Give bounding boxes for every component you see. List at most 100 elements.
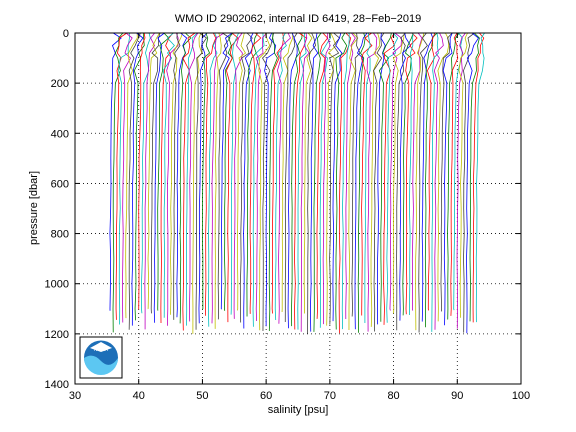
profile-lines [109, 32, 485, 334]
profile-line [424, 32, 438, 328]
profile-line [399, 32, 412, 321]
profile-line [364, 32, 371, 324]
profile-line [348, 32, 359, 330]
logo-text: NOAA [94, 347, 109, 353]
y-tick-label: 0 [63, 28, 69, 40]
profile-line [297, 32, 307, 330]
profile-line [192, 32, 203, 334]
profile-line [109, 32, 122, 311]
profile-line [463, 32, 475, 333]
profile-line [276, 32, 291, 324]
profile-line [133, 32, 145, 321]
x-tick-label: 30 [69, 390, 81, 402]
profile-line [141, 32, 151, 314]
profile-line [447, 32, 460, 320]
plot-frame [74, 32, 522, 385]
profile-line [361, 32, 373, 316]
profile-line [450, 32, 459, 316]
profile-line [160, 32, 174, 323]
profile-line [271, 32, 284, 314]
y-tick-label: 200 [51, 78, 69, 90]
y-tick-label: 600 [51, 178, 69, 190]
y-tick-label: 400 [51, 128, 69, 140]
profile-line [322, 32, 331, 325]
profile-line [319, 32, 331, 328]
profile-line [195, 32, 208, 330]
logo-bird [90, 342, 112, 352]
profile-line [198, 32, 208, 324]
profile-line [138, 32, 146, 310]
profile-line [217, 32, 231, 320]
profile-line [313, 32, 322, 332]
profile-line [233, 32, 243, 319]
profile-line [456, 32, 466, 329]
profile-line [303, 32, 313, 314]
profile-line [373, 32, 385, 332]
profile-line [131, 32, 144, 326]
y-tick-label: 800 [51, 229, 69, 241]
profile-line [186, 32, 198, 326]
profile-line [268, 32, 278, 331]
profile-line [125, 32, 138, 319]
profile-line [354, 32, 368, 330]
profile-line [115, 32, 128, 320]
profile-line [226, 32, 239, 323]
profile-line [442, 32, 453, 326]
profile-line [316, 32, 329, 319]
profile-line [421, 32, 434, 322]
x-tick-label: 50 [196, 390, 208, 402]
profile-line [281, 32, 294, 312]
profile-line [294, 32, 307, 330]
y-tick-label: 1000 [45, 279, 69, 291]
profile-line [173, 32, 181, 320]
profile-line [396, 32, 406, 331]
profile-line [162, 32, 175, 318]
profile-line [246, 32, 258, 317]
x-tick-label: 100 [512, 390, 530, 402]
profile-line [418, 32, 428, 333]
profile-line [338, 32, 352, 334]
profile-line [409, 32, 414, 316]
profile-line [440, 32, 453, 312]
axis-ticks [74, 32, 522, 385]
profile-line [147, 32, 160, 310]
y-tick-label: 1200 [45, 329, 69, 341]
profile-line [341, 32, 350, 330]
profile-line [230, 32, 239, 315]
profile-line [458, 32, 468, 318]
profile-line [466, 32, 480, 334]
profile-line [284, 32, 298, 322]
profile-line [345, 32, 356, 319]
profile-line [472, 32, 485, 323]
x-tick-label: 40 [133, 390, 145, 402]
profile-line [469, 32, 480, 322]
profile-line [128, 32, 141, 330]
profile-line [252, 32, 265, 327]
profile-line [392, 32, 405, 314]
profile-line [426, 32, 436, 311]
profile-line [157, 32, 170, 311]
y-tick-label: 1400 [45, 379, 69, 391]
profile-line [411, 32, 423, 311]
profile-line [415, 32, 425, 331]
profile-line [332, 32, 343, 322]
profile-line [249, 32, 262, 314]
profile-line [383, 32, 396, 325]
y-axis-label: pressure [dbar] [28, 171, 40, 245]
profile-line [220, 32, 233, 310]
profile-line [223, 32, 234, 311]
x-tick-labels: 30 40 50 60 70 80 90 100 [69, 390, 530, 402]
profile-line [122, 32, 133, 323]
profile-line [243, 32, 254, 329]
profile-line [150, 32, 161, 314]
profile-line [258, 32, 271, 331]
profile-line [475, 32, 485, 323]
profile-line [255, 32, 267, 321]
profile-line [405, 32, 418, 315]
profile-line [214, 32, 222, 329]
profile-line [112, 32, 124, 333]
noaa-logo: NOAA [79, 336, 123, 379]
profile-line [237, 32, 246, 311]
profile-line [211, 32, 225, 324]
profile-line [170, 32, 183, 315]
